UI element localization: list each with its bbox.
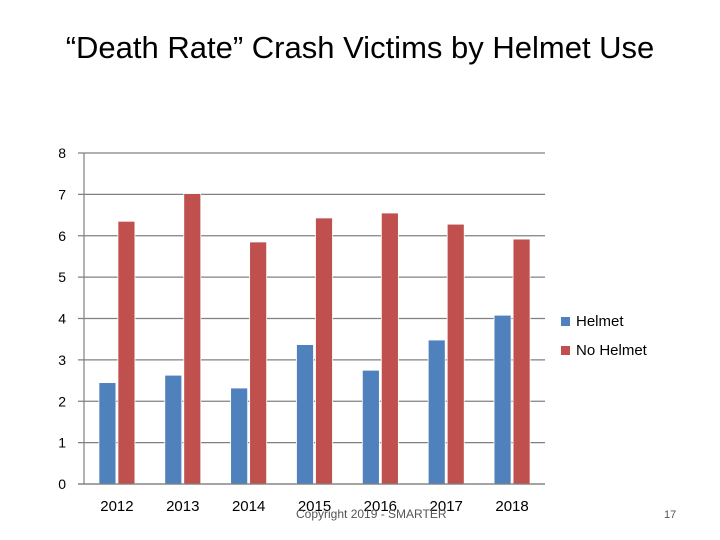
legend-swatch-no-helmet	[561, 346, 570, 355]
y-tick-label: 5	[58, 269, 66, 285]
legend-label-helmet: Helmet	[576, 313, 624, 330]
bar-no-helmet-2017	[446, 223, 465, 485]
bar-no-helmet-2012	[117, 220, 136, 485]
y-tick-label: 3	[58, 352, 66, 368]
bars	[78, 193, 545, 485]
bar-helmet-2016	[361, 369, 380, 485]
y-tick-label: 6	[58, 228, 66, 244]
bar-no-helmet-2018	[512, 238, 531, 485]
y-tick-label: 0	[58, 476, 66, 492]
legend: Helmet No Helmet	[561, 307, 647, 365]
slide-title: “Death Rate” Crash Victims by Helmet Use	[65, 30, 655, 65]
x-tick-label: 2017	[430, 498, 463, 515]
x-tick-label: 2013	[166, 498, 199, 515]
bar-no-helmet-2016	[380, 212, 399, 485]
page-number: 17	[664, 509, 677, 521]
y-tick-label: 1	[58, 435, 66, 451]
x-tick-label: 2018	[495, 498, 528, 515]
bar-helmet-2017	[427, 339, 446, 485]
x-tick-label: 2014	[232, 498, 265, 515]
y-axis-ticks: 0 1 2 3 4 5 6 7 8	[58, 145, 66, 492]
bar-helmet-2013	[164, 374, 183, 485]
bar-no-helmet-2014	[249, 241, 268, 485]
bar-no-helmet-2013	[183, 193, 202, 485]
y-tick-label: 4	[58, 311, 66, 327]
x-tick-label: 2016	[364, 498, 397, 515]
bar-helmet-2018	[493, 314, 512, 485]
x-axis-ticks: 2012 2013 2014 2015 2016 2017 2018	[100, 498, 529, 515]
bar-helmet-2012	[98, 382, 117, 485]
y-tick-label: 7	[58, 186, 66, 202]
bar-helmet-2014	[230, 387, 249, 485]
x-tick-label: 2015	[298, 498, 331, 515]
y-tick-label: 2	[58, 393, 66, 409]
legend-item-helmet: Helmet	[561, 307, 647, 336]
legend-swatch-helmet	[561, 317, 570, 326]
bar-helmet-2015	[296, 344, 314, 485]
legend-item-no-helmet: No Helmet	[561, 336, 647, 365]
y-tick-label: 8	[58, 145, 66, 161]
x-tick-label: 2012	[100, 498, 133, 515]
bar-no-helmet-2015	[315, 217, 333, 485]
legend-label-no-helmet: No Helmet	[576, 342, 647, 359]
copyright-footer: Copyright 2019 - SMARTER	[296, 507, 447, 521]
